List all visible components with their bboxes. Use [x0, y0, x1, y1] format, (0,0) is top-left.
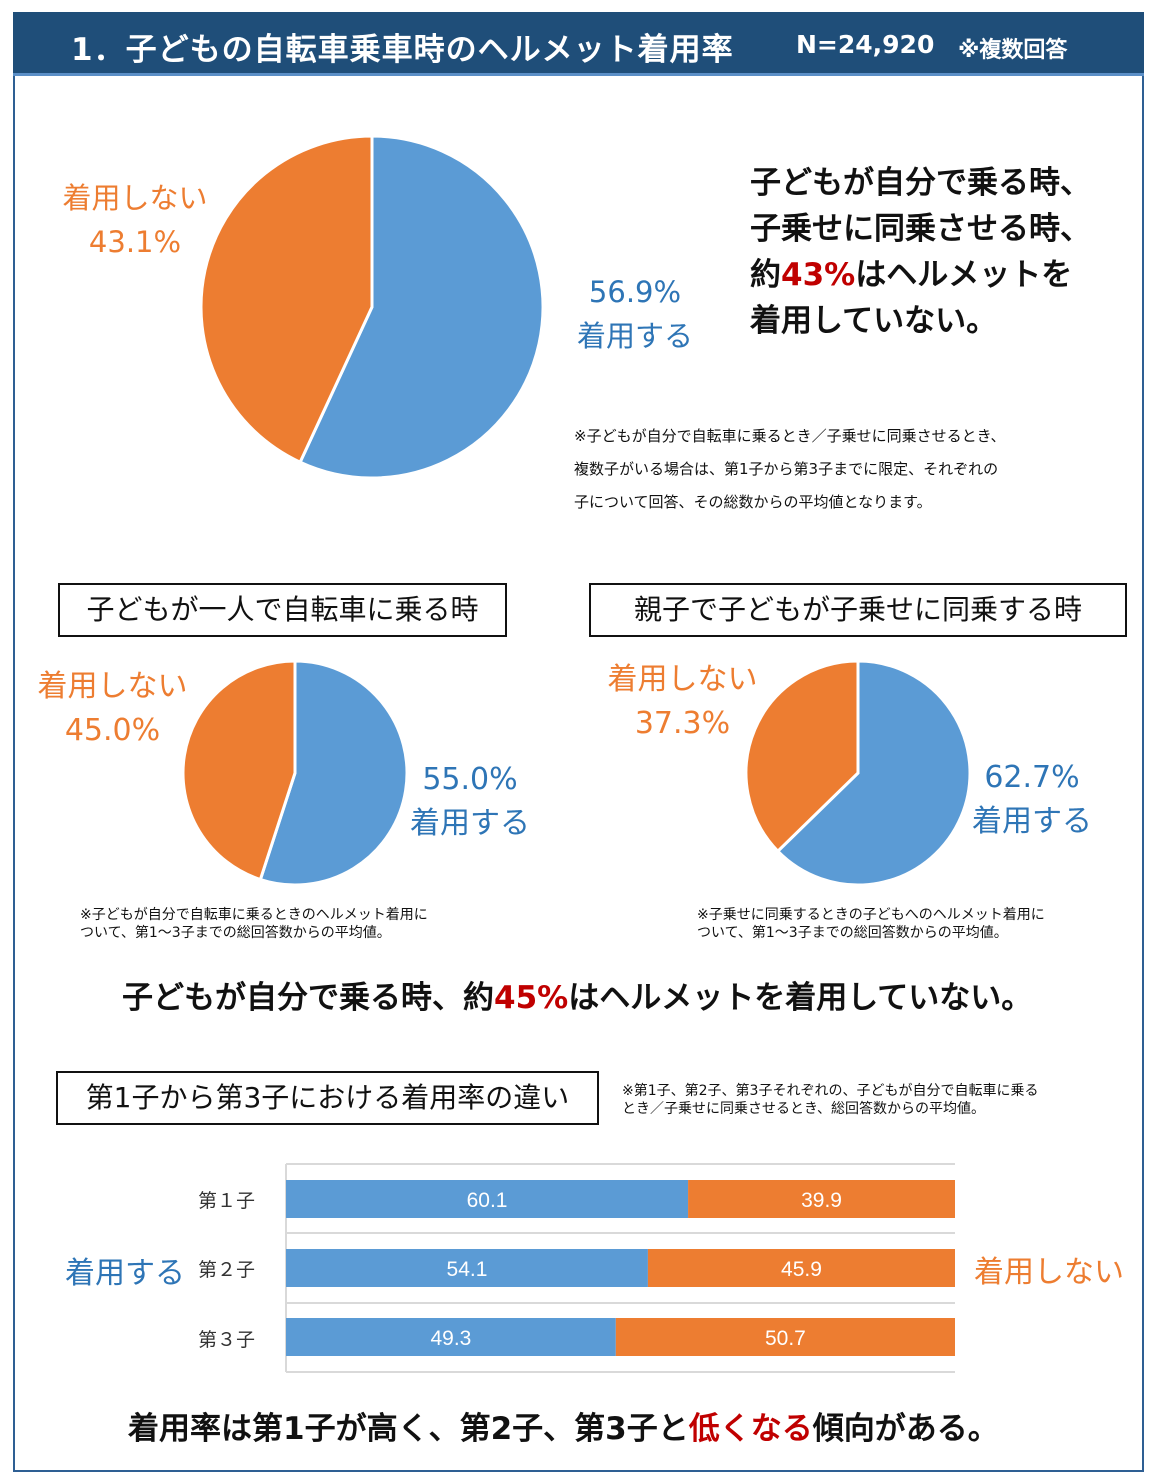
bar-value-label: 49.3 — [430, 1327, 471, 1350]
bar-value-label: 50.7 — [765, 1327, 806, 1350]
bar-row1-wear — [286, 1180, 689, 1218]
page-title: 1．子どもの自転車乗車時のヘルメット着用率 — [71, 32, 734, 68]
main-message: 子どもが自分で乗る時、 子乗せに同乗させる時、 約43%はヘルメットを 着用してい… — [750, 165, 1091, 339]
right-wear-label: 62.7% 着用する — [972, 760, 1092, 839]
multi-answer-note: ※複数回答 — [958, 38, 1068, 63]
right-chart-title: 親子で子どもが子乗せに同乗する時 — [589, 583, 1127, 637]
bar-value-label: 60.1 — [467, 1189, 508, 1212]
bar-chart-title: 第1子から第3子における着用率の違い — [56, 1071, 599, 1125]
right-note: ※子乗せに同乗するときの子どもへのヘルメット着用に ついて、第1～3子までの総回答… — [697, 907, 1045, 941]
row-label-2: 第２子 — [198, 1259, 256, 1281]
left-wear-label: 55.0% 着用する — [410, 762, 530, 841]
sample-size: N=24,920 — [796, 30, 935, 59]
bar-row3-wear — [286, 1318, 616, 1356]
bar-row2-not-wear — [647, 1249, 955, 1287]
row-label-1: 第１子 — [198, 1190, 256, 1212]
left-not-wear-label: 着用しない 45.0% — [37, 669, 188, 748]
right-pie-slice-wear — [775, 659, 972, 887]
conclusion-2: 着用率は第1子が高く、第2子、第3子と低くなる傾向がある。 — [128, 1411, 999, 1447]
bar-value-label: 39.9 — [801, 1189, 842, 1212]
bar-not-wear-legend: 着用しない — [974, 1255, 1124, 1290]
left-note: ※子どもが自分で自転車に乗るときのヘルメット着用に ついて、第1～3子までの総回答… — [80, 907, 428, 941]
bar-row3-not-wear — [615, 1318, 955, 1356]
main-not-wear-label: 着用しない 43.1% — [62, 181, 208, 259]
bar-row1-not-wear — [688, 1180, 955, 1218]
right-not-wear-label: 着用しない 37.3% — [607, 662, 758, 741]
bar-value-label: 54.1 — [447, 1258, 488, 1281]
bar-row2-wear — [286, 1249, 648, 1287]
header-bar: 1．子どもの自転車乗車時のヘルメット着用率 N=24,920 ※複数回答 — [13, 12, 1144, 76]
left-pie-slice-wear — [258, 659, 409, 887]
left-pie-slice-not-wear — [181, 659, 297, 882]
bar-note: ※第1子、第2子、第3子それぞれの、子どもが自分で自転車に乗る とき／子乗せに同乗… — [622, 1083, 1039, 1117]
main-pie-slice-wear — [298, 134, 545, 480]
bar-wear-legend: 着用する — [65, 1256, 185, 1291]
bar-value-label: 45.9 — [781, 1258, 822, 1281]
left-chart-title: 子どもが一人で自転車に乗る時 — [58, 583, 507, 637]
conclusion-1: 子どもが自分で乗る時、約45%はヘルメットを着用していない。 — [122, 980, 1033, 1016]
main-wear-label: 56.9% 着用する — [576, 275, 693, 353]
row-label-3: 第３子 — [198, 1329, 256, 1351]
main-pie-slice-not-wear — [199, 134, 374, 465]
main-note: ※子どもが自分で自転車に乗るとき／子乗せに同乗させるとき、 複数子がいる場合は、第… — [574, 427, 1006, 511]
right-pie-slice-not-wear — [744, 659, 860, 854]
